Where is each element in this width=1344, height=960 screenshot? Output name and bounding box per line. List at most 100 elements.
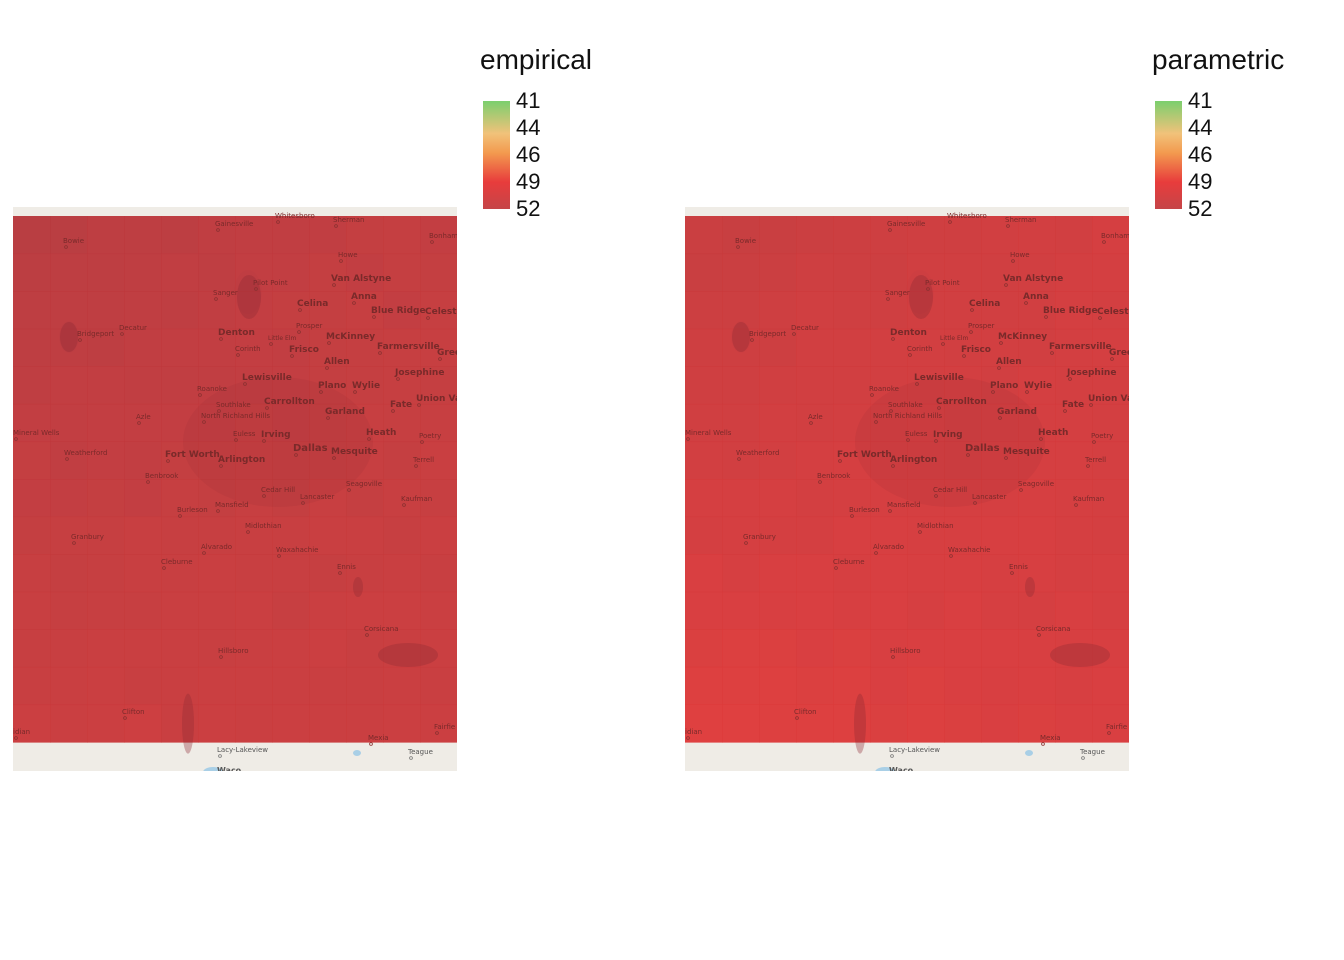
heatmap-tile [161, 591, 199, 630]
heatmap-tile [1018, 216, 1056, 255]
heatmap-tile [685, 666, 723, 706]
heatmap-tile [198, 366, 236, 405]
heatmap-tile [87, 704, 125, 743]
place-marker [1010, 571, 1014, 575]
heatmap-tile [722, 441, 760, 480]
place-marker [1068, 377, 1072, 381]
place-label: Azle [136, 413, 151, 421]
heatmap-tile [383, 704, 421, 743]
place-marker [216, 509, 220, 513]
heatmap-tile [309, 591, 347, 630]
lake-shape [237, 275, 261, 319]
heatmap-tile [235, 253, 273, 292]
heatmap-tile [50, 554, 88, 593]
heatmap-tile [1092, 479, 1129, 518]
heatmap-tile [981, 366, 1019, 405]
heatmap-map[interactable]: Whitesboro Sherman Bonham Gainesville Bowie H… [13, 207, 457, 771]
place-label: Heath [366, 428, 396, 438]
place-marker [352, 301, 356, 305]
heatmap-tile [346, 554, 384, 593]
heatmap-tile [1055, 366, 1093, 405]
heatmap-tile [870, 403, 908, 443]
place-label: North Richland Hills [201, 412, 270, 420]
heatmap-tile [1055, 253, 1093, 292]
place-label: Prosper [296, 322, 323, 330]
heatmap-tile [383, 479, 421, 518]
place-marker [1074, 503, 1078, 507]
place-label: Clifton [122, 708, 145, 716]
heatmap-tile [161, 403, 199, 443]
place-label: Mansfield [887, 501, 921, 509]
place-label: Lancaster [972, 493, 1006, 501]
heatmap-tile [796, 366, 834, 405]
place-label: Plano [318, 381, 346, 391]
place-marker [369, 742, 373, 746]
place-marker [332, 456, 336, 460]
heatmap-tile [907, 441, 945, 480]
place-label: Cedar Hill [933, 486, 967, 494]
place-label: Prosper [968, 322, 995, 330]
heatmap-tile [124, 704, 162, 743]
heatmap-tile [235, 403, 273, 443]
heatmap-tile [161, 516, 199, 555]
place-marker [438, 357, 442, 361]
place-label: Waxahachie [276, 546, 318, 554]
heatmap-tile [235, 516, 273, 555]
place-label: Allen [996, 357, 1022, 367]
heatmap-tile [685, 291, 723, 330]
heatmap-map[interactable]: Whitesboro Sherman Bonham Gainesville Bowie H… [685, 207, 1129, 771]
place-label: Fairfie [434, 723, 455, 731]
place-marker [918, 530, 922, 534]
place-label: Irving [261, 430, 291, 440]
heatmap-tile [87, 328, 125, 367]
heatmap-tile [13, 629, 51, 668]
heatmap-tile [759, 328, 797, 367]
heatmap-tile [383, 291, 421, 330]
place-label: Midlothian [917, 522, 954, 530]
heatmap-tile [383, 441, 421, 480]
place-marker [973, 501, 977, 505]
place-marker [214, 297, 218, 301]
heatmap-tile [346, 591, 384, 630]
place-label: Midlothian [245, 522, 282, 530]
heatmap-tile [1092, 554, 1129, 593]
place-label: Van Alstyne [1003, 274, 1063, 284]
heatmap-tile [235, 441, 273, 480]
heatmap-tile [124, 666, 162, 706]
heatmap-tile [420, 328, 457, 367]
heatmap-tile [981, 479, 1019, 518]
heatmap-tile [759, 291, 797, 330]
place-marker [809, 421, 813, 425]
heatmap-tile [50, 629, 88, 668]
heatmap-tile [722, 291, 760, 330]
heatmap-tile [272, 403, 310, 443]
heatmap-tile [272, 253, 310, 292]
heatmap-tile [420, 253, 457, 292]
place-marker [1050, 351, 1054, 355]
heatmap-tile [722, 516, 760, 555]
place-marker [334, 224, 338, 228]
place-marker [999, 341, 1003, 345]
place-marker [417, 403, 421, 407]
place-marker [1019, 488, 1023, 492]
place-label: Weatherford [64, 449, 107, 457]
heatmap-tile [50, 328, 88, 367]
heatmap-tile [944, 591, 982, 630]
place-label: Whitesboro [947, 212, 987, 220]
heatmap-tile [1092, 291, 1129, 330]
heatmap-tile [870, 704, 908, 743]
place-label: Fate [390, 400, 412, 410]
lake-shape [378, 643, 438, 667]
heatmap-tile [50, 479, 88, 518]
heatmap-tile [13, 291, 51, 330]
place-label: Mineral Wells [685, 429, 732, 437]
heatmap-tile [1092, 441, 1129, 480]
heatmap-tile [1018, 629, 1056, 668]
place-marker [934, 494, 938, 498]
heatmap-tile [1092, 403, 1129, 443]
heatmap-tile [87, 366, 125, 405]
heatmap-tile [87, 554, 125, 593]
heatmap-tile [796, 516, 834, 555]
heatmap-tile [981, 441, 1019, 480]
place-marker [886, 297, 890, 301]
